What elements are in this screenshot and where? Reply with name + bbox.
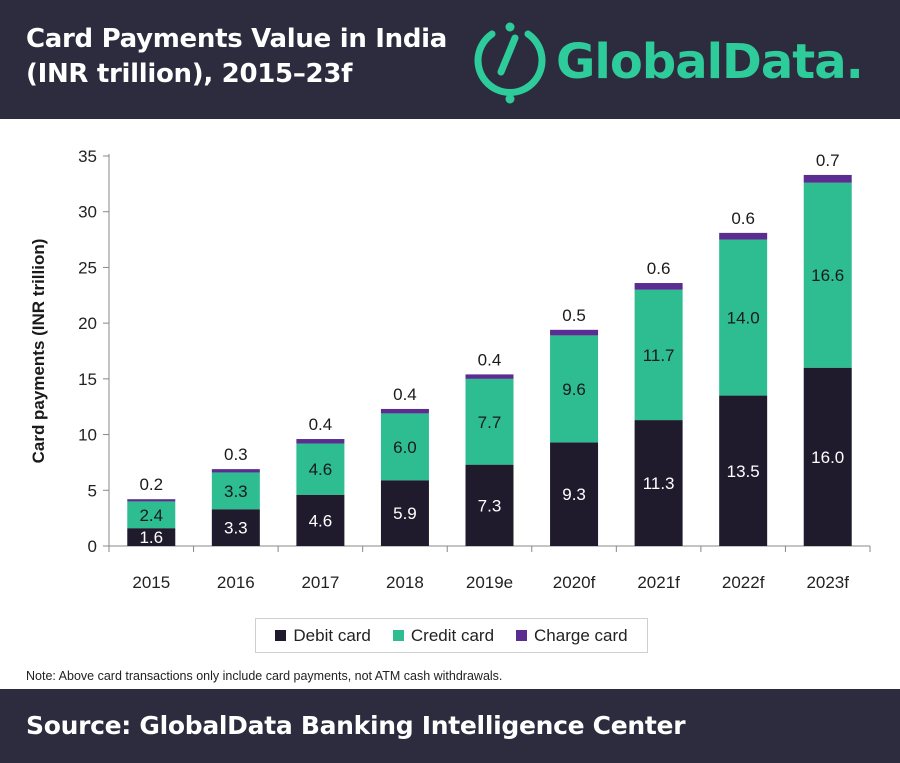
legend-label: Credit card bbox=[410, 625, 495, 645]
data-label-charge-card: 0.6 bbox=[647, 259, 671, 278]
bar-credit-card bbox=[127, 501, 176, 529]
x-tick-label: 2023f bbox=[806, 573, 849, 592]
chart-legend: Debit card Credit card Charge card bbox=[255, 618, 648, 653]
legend-label: Debit card bbox=[293, 625, 371, 645]
bar-debit-card bbox=[803, 367, 852, 546]
data-label-debit-card: 1.6 bbox=[139, 528, 163, 547]
legend-item-credit-card: Credit card bbox=[392, 625, 495, 646]
data-label-debit-card: 11.3 bbox=[643, 474, 675, 493]
data-label-credit-card: 9.6 bbox=[562, 380, 586, 399]
data-label-charge-card: 0.7 bbox=[816, 151, 840, 170]
data-label-charge-card: 0.4 bbox=[393, 385, 417, 404]
data-label-credit-card: 11.7 bbox=[643, 346, 675, 365]
y-tick-label: 10 bbox=[78, 426, 97, 445]
bar-credit-card bbox=[719, 239, 768, 396]
chart-title: Card Payments Value in India (INR trilli… bbox=[26, 22, 456, 92]
bar-charge-card bbox=[803, 174, 852, 183]
bar-charge-card bbox=[550, 329, 599, 336]
bar-debit-card bbox=[465, 464, 514, 546]
legend-label: Charge card bbox=[534, 625, 628, 645]
bar-credit-card bbox=[211, 472, 260, 510]
y-tick-label: 0 bbox=[88, 537, 97, 556]
x-tick-label: 2020f bbox=[553, 573, 596, 592]
bar-credit-card bbox=[380, 413, 429, 481]
legend-swatch bbox=[516, 630, 528, 641]
x-tick-label: 2015 bbox=[132, 573, 170, 592]
legend-item-charge-card: Charge card bbox=[516, 626, 628, 646]
data-label-debit-card: 7.3 bbox=[478, 496, 502, 515]
legend-swatch bbox=[275, 630, 287, 641]
data-label-credit-card: 3.3 bbox=[224, 482, 248, 501]
data-label-debit-card: 13.5 bbox=[727, 462, 760, 481]
x-tick-label: 2016 bbox=[217, 573, 255, 592]
bar-charge-card bbox=[719, 232, 768, 240]
bar-credit-card bbox=[634, 289, 683, 421]
data-label-debit-card: 9.3 bbox=[562, 485, 586, 504]
data-label-debit-card: 3.3 bbox=[224, 519, 248, 538]
bar-debit-card bbox=[634, 420, 683, 546]
data-label-charge-card: 0.4 bbox=[309, 415, 333, 434]
bar-credit-card bbox=[550, 335, 599, 443]
data-label-credit-card: 4.6 bbox=[309, 460, 333, 479]
footer-banner: Source: GlobalData Banking Intelligence … bbox=[0, 689, 900, 763]
y-tick-label: 35 bbox=[78, 147, 97, 166]
y-tick-label: 25 bbox=[78, 258, 97, 277]
source-text: Source: GlobalData Banking Intelligence … bbox=[26, 711, 686, 740]
globaldata-logo-mark-icon bbox=[474, 22, 546, 104]
legend-item-debit-card: Debit card bbox=[275, 625, 371, 646]
bar-debit-card bbox=[211, 509, 260, 546]
x-tick-label: 2019e bbox=[466, 573, 513, 592]
bar-charge-card bbox=[634, 283, 683, 290]
data-label-credit-card: 14.0 bbox=[727, 309, 760, 328]
bar-debit-card bbox=[550, 442, 599, 546]
x-tick-label: 2018 bbox=[386, 573, 424, 592]
bar-charge-card bbox=[380, 408, 429, 414]
data-label-debit-card: 4.6 bbox=[309, 511, 333, 530]
x-tick-label: 2017 bbox=[301, 573, 339, 592]
data-label-charge-card: 0.5 bbox=[562, 306, 586, 325]
data-label-charge-card: 0.2 bbox=[139, 475, 163, 494]
data-label-debit-card: 5.9 bbox=[393, 504, 417, 523]
data-label-charge-card: 0.3 bbox=[224, 445, 248, 464]
data-label-credit-card: 16.6 bbox=[811, 266, 844, 285]
bar-debit-card bbox=[127, 528, 176, 546]
y-tick-label: 5 bbox=[88, 481, 97, 500]
globaldata-logo: GlobalData. bbox=[468, 20, 888, 104]
bar-charge-card bbox=[127, 499, 176, 502]
stacked-bar-chart: 0 5 10 15 20 25 30 35 Card payments (INR trillio… bbox=[29, 147, 871, 592]
x-tick-label: 2021f bbox=[637, 573, 680, 592]
bar-credit-card bbox=[296, 443, 345, 495]
title-line-1: Card Payments Value in India bbox=[26, 24, 448, 54]
data-label-credit-card: 7.7 bbox=[478, 413, 502, 432]
data-label-charge-card: 0.4 bbox=[478, 350, 502, 369]
chart-note: Note: Above card transactions only inclu… bbox=[26, 669, 503, 683]
y-tick-label: 15 bbox=[78, 370, 97, 389]
header-banner: Card Payments Value in India (INR trilli… bbox=[0, 0, 900, 119]
y-tick-label: 20 bbox=[78, 314, 97, 333]
bar-credit-card bbox=[803, 182, 852, 368]
data-label-debit-card: 16.0 bbox=[811, 448, 844, 467]
y-axis-label: Card payments (INR trillion) bbox=[29, 239, 48, 464]
bar-debit-card bbox=[296, 494, 345, 546]
logo-wordmark: GlobalData. bbox=[556, 34, 864, 90]
data-label-credit-card: 2.4 bbox=[139, 506, 163, 525]
x-tick-label: 2022f bbox=[722, 573, 765, 592]
bar-charge-card bbox=[296, 439, 345, 444]
data-label-credit-card: 6.0 bbox=[393, 438, 417, 457]
bar-charge-card bbox=[465, 374, 514, 379]
bar-debit-card bbox=[380, 480, 429, 546]
bar-charge-card bbox=[211, 469, 260, 473]
legend-swatch bbox=[392, 630, 404, 641]
title-line-2: (INR trillion), 2015–23f bbox=[26, 59, 353, 89]
y-tick-label: 30 bbox=[78, 203, 97, 222]
bar-credit-card bbox=[465, 378, 514, 465]
data-label-charge-card: 0.6 bbox=[731, 209, 755, 228]
bar-debit-card bbox=[719, 395, 768, 546]
